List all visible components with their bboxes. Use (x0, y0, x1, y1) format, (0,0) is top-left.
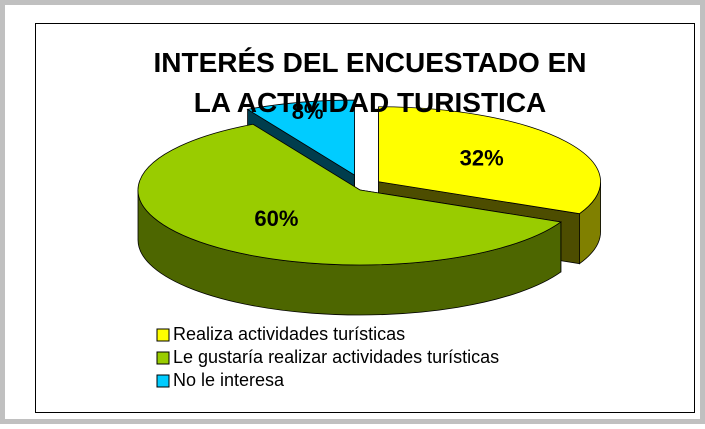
chart-title: INTERÉS DEL ENCUESTADO EN LA ACTIVIDAD T… (153, 47, 587, 118)
slice-label: 32% (460, 145, 504, 170)
slice (137, 123, 562, 266)
chart: 32% 60% 8% Realiza actividades turísticas Le… (137, 99, 601, 390)
slice (378, 106, 601, 215)
slice-label: 60% (254, 206, 298, 231)
slice (246, 99, 355, 176)
legend-label: Le gustaría realizar actividades turísti… (173, 347, 499, 367)
legend-swatch (156, 374, 170, 388)
legend-label: Realiza actividades turísticas (173, 324, 405, 344)
legend-swatch (156, 328, 170, 342)
chart-area (35, 23, 695, 413)
legend-swatch (156, 351, 170, 365)
slice-label: 8% (292, 99, 324, 124)
legend-label: No le interesa (173, 370, 285, 390)
